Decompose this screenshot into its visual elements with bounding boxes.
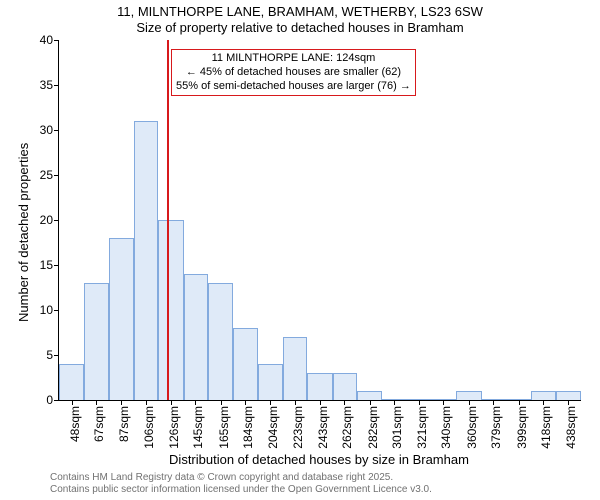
xtick-mark — [493, 400, 494, 405]
histogram-bar — [109, 238, 134, 400]
xtick-label: 165sqm — [217, 406, 231, 449]
xtick-label: 48sqm — [68, 406, 82, 442]
xtick-label: 87sqm — [117, 406, 131, 442]
xtick-mark — [469, 400, 470, 405]
xtick-mark — [443, 400, 444, 405]
xtick-label: 106sqm — [142, 406, 156, 449]
footer-line-1: Contains HM Land Registry data © Crown c… — [50, 472, 393, 483]
xtick-mark — [568, 400, 569, 405]
histogram-bar — [184, 274, 208, 400]
xtick-label: 282sqm — [366, 406, 380, 449]
xtick-label: 418sqm — [539, 406, 553, 449]
xtick-label: 262sqm — [340, 406, 354, 449]
xtick-mark — [171, 400, 172, 405]
footer-line-2: Contains public sector information licen… — [50, 484, 432, 495]
chart-root: 11, MILNTHORPE LANE, BRAMHAM, WETHERBY, … — [0, 0, 600, 500]
ytick-label: 10 — [40, 303, 59, 317]
histogram-bar — [307, 373, 332, 400]
histogram-bar — [258, 364, 283, 400]
chart-title-line2: Size of property relative to detached ho… — [0, 20, 600, 35]
xtick-label: 204sqm — [266, 406, 280, 449]
ytick-label: 0 — [46, 393, 59, 407]
reference-vline — [167, 40, 169, 400]
annotation-box: 11 MILNTHORPE LANE: 124sqm← 45% of detac… — [171, 49, 416, 96]
histogram-bar — [456, 391, 481, 400]
xtick-label: 145sqm — [191, 406, 205, 449]
xtick-label: 399sqm — [515, 406, 529, 449]
histogram-bar — [59, 364, 84, 400]
xtick-mark — [519, 400, 520, 405]
xtick-label: 184sqm — [241, 406, 255, 449]
xtick-mark — [320, 400, 321, 405]
xtick-label: 67sqm — [92, 406, 106, 442]
chart-title-line1: 11, MILNTHORPE LANE, BRAMHAM, WETHERBY, … — [0, 4, 600, 19]
x-axis-label: Distribution of detached houses by size … — [58, 452, 580, 467]
xtick-mark — [146, 400, 147, 405]
histogram-bar — [84, 283, 108, 400]
xtick-mark — [121, 400, 122, 405]
histogram-bar — [531, 391, 555, 400]
xtick-label: 340sqm — [439, 406, 453, 449]
xtick-mark — [370, 400, 371, 405]
ytick-label: 40 — [40, 33, 59, 47]
xtick-mark — [419, 400, 420, 405]
ytick-label: 25 — [40, 168, 59, 182]
ytick-label: 5 — [46, 348, 59, 362]
annotation-line: 55% of semi-detached houses are larger (… — [176, 80, 411, 94]
xtick-label: 243sqm — [316, 406, 330, 449]
xtick-label: 321sqm — [415, 406, 429, 449]
ytick-label: 30 — [40, 123, 59, 137]
ytick-label: 20 — [40, 213, 59, 227]
xtick-mark — [295, 400, 296, 405]
histogram-bar — [134, 121, 158, 400]
histogram-bar — [556, 391, 581, 400]
histogram-bar — [158, 220, 183, 400]
annotation-line: 11 MILNTHORPE LANE: 124sqm — [176, 52, 411, 66]
xtick-label: 438sqm — [564, 406, 578, 449]
histogram-bar — [357, 391, 382, 400]
xtick-mark — [394, 400, 395, 405]
xtick-mark — [543, 400, 544, 405]
histogram-bar — [208, 283, 233, 400]
histogram-bar — [283, 337, 307, 400]
xtick-label: 126sqm — [167, 406, 181, 449]
ytick-label: 15 — [40, 258, 59, 272]
xtick-label: 360sqm — [465, 406, 479, 449]
y-axis-label: Number of detached properties — [16, 143, 31, 322]
annotation-line: ← 45% of detached houses are smaller (62… — [176, 66, 411, 80]
xtick-label: 379sqm — [489, 406, 503, 449]
xtick-mark — [270, 400, 271, 405]
xtick-mark — [96, 400, 97, 405]
xtick-mark — [195, 400, 196, 405]
xtick-mark — [72, 400, 73, 405]
xtick-mark — [221, 400, 222, 405]
xtick-mark — [344, 400, 345, 405]
histogram-bar — [233, 328, 257, 400]
xtick-mark — [245, 400, 246, 405]
plot-area: 051015202530354048sqm67sqm87sqm106sqm126… — [58, 40, 581, 401]
histogram-bar — [333, 373, 357, 400]
ytick-label: 35 — [40, 78, 59, 92]
xtick-label: 223sqm — [291, 406, 305, 449]
xtick-label: 301sqm — [390, 406, 404, 449]
